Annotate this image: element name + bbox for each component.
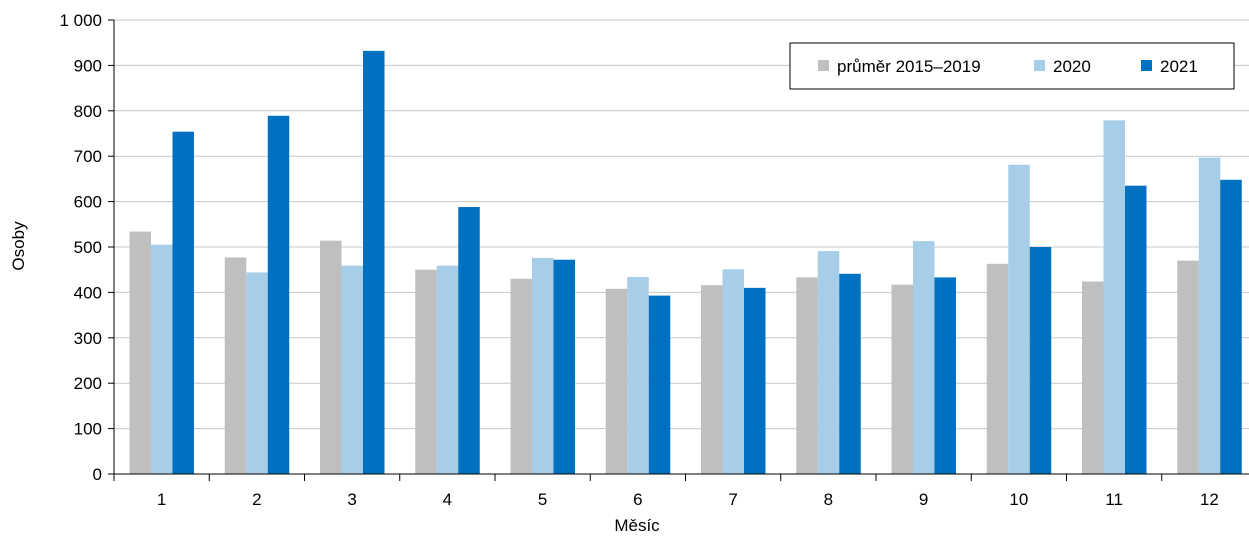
- x-axis-title: Měsíc: [614, 516, 660, 535]
- y-tick-label: 500: [74, 238, 102, 257]
- bar: [701, 285, 723, 474]
- y-tick-label: 200: [74, 374, 102, 393]
- bar: [1082, 281, 1104, 474]
- y-tick-label: 0: [93, 465, 102, 484]
- bar: [796, 277, 818, 474]
- bar: [1198, 157, 1221, 474]
- bar: [648, 295, 671, 474]
- bar: [1008, 164, 1030, 475]
- bar: [1103, 120, 1125, 475]
- x-tick-label: 3: [347, 490, 356, 509]
- bar: [267, 115, 290, 474]
- bar: [341, 265, 363, 474]
- x-tick-label: 1: [157, 490, 166, 509]
- bar: [1029, 247, 1052, 474]
- y-tick-label: 700: [74, 147, 102, 166]
- bar: [436, 265, 459, 474]
- bar: [1125, 185, 1147, 474]
- y-tick-label: 900: [74, 56, 102, 75]
- y-tick-label: 600: [74, 193, 102, 212]
- x-tick-label: 2: [252, 490, 261, 509]
- bar: [1177, 260, 1199, 474]
- x-tick-label: 10: [1009, 490, 1028, 509]
- legend: průměr 2015–2019 2020 2021: [789, 42, 1235, 90]
- bar: [605, 288, 628, 474]
- bar: [744, 287, 766, 474]
- bar: [246, 272, 268, 474]
- legend-label-2021: 2021: [1160, 57, 1198, 76]
- y-tick-label: 1 000: [59, 11, 102, 30]
- x-tick-label: 9: [919, 490, 928, 509]
- bar: [817, 251, 840, 474]
- legend-label-2020: 2020: [1053, 57, 1091, 76]
- bar: [839, 273, 861, 474]
- bar: [172, 131, 194, 474]
- bar: [891, 284, 913, 474]
- x-tick-label: 11: [1105, 490, 1123, 509]
- bar: [627, 276, 649, 474]
- bar: [934, 277, 956, 474]
- bar: [151, 244, 173, 474]
- bar: [458, 207, 480, 474]
- x-tick-label: 12: [1200, 490, 1219, 509]
- gridlines: [114, 19, 1249, 430]
- y-tick-label: 400: [74, 283, 102, 302]
- bar: [1220, 179, 1242, 475]
- legend-swatch-2021: [1141, 60, 1152, 71]
- x-tick-label: 6: [633, 490, 642, 509]
- legend-frame: [789, 42, 1235, 90]
- bar: [320, 240, 342, 474]
- bar: [415, 269, 437, 474]
- legend-swatch-2020: [1034, 60, 1045, 71]
- bar: [510, 278, 532, 474]
- legend-label-avg: průměr 2015–2019: [837, 57, 981, 76]
- y-tick-label: 100: [74, 420, 102, 439]
- x-tick-label: 4: [443, 490, 452, 509]
- x-tick-label: 5: [538, 490, 547, 509]
- x-tick-label: 7: [728, 490, 737, 509]
- y-axis-title: Osoby: [9, 221, 28, 271]
- x-tick-label: 8: [824, 490, 833, 509]
- y-tick-label: 300: [74, 329, 102, 348]
- y-tick-label: 800: [74, 102, 102, 121]
- bar: [913, 241, 935, 474]
- bar: [363, 50, 385, 474]
- bars: [129, 50, 1242, 475]
- bar: [986, 263, 1009, 474]
- bar: [722, 269, 744, 474]
- bar: [224, 257, 247, 474]
- bar: [129, 231, 151, 474]
- bar: [532, 257, 554, 474]
- bar: [553, 259, 575, 474]
- legend-swatch-avg: [818, 60, 829, 71]
